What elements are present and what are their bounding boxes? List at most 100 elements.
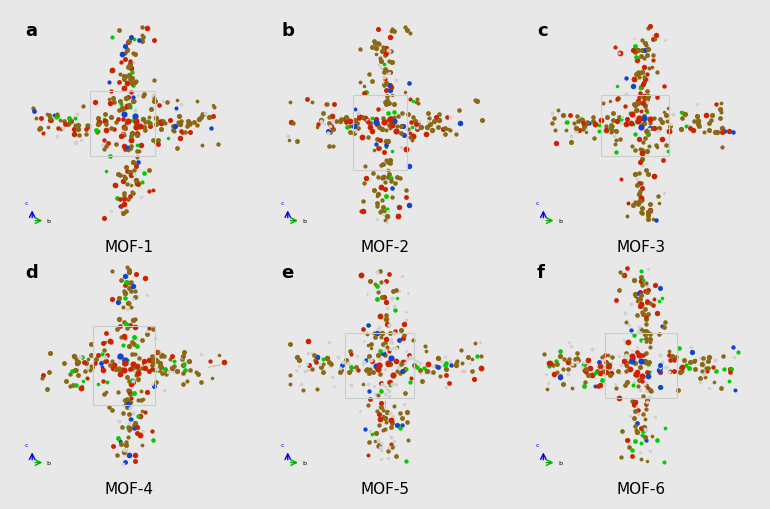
Point xyxy=(315,117,327,125)
Point xyxy=(373,415,386,423)
Point xyxy=(604,97,617,105)
Point xyxy=(377,43,389,51)
Point xyxy=(676,363,688,371)
Point xyxy=(146,105,158,113)
Point xyxy=(387,371,400,379)
Point xyxy=(126,377,139,385)
Point xyxy=(132,376,144,384)
Point xyxy=(648,114,661,122)
Point xyxy=(640,327,652,335)
Point xyxy=(397,358,409,366)
Point xyxy=(113,202,126,210)
Point xyxy=(665,367,677,376)
Point xyxy=(377,346,390,354)
Point xyxy=(368,186,380,194)
Point xyxy=(132,180,144,188)
Point xyxy=(380,360,393,368)
Point xyxy=(161,367,173,376)
Point xyxy=(120,45,132,53)
Point xyxy=(370,362,383,370)
Point xyxy=(142,166,155,175)
Point xyxy=(380,277,392,285)
Point xyxy=(377,340,389,348)
Point xyxy=(455,359,467,367)
Point xyxy=(384,81,397,89)
Point xyxy=(44,116,56,124)
Point xyxy=(377,203,389,211)
Point xyxy=(125,393,137,402)
Point xyxy=(203,112,215,121)
Point xyxy=(123,37,136,45)
Point xyxy=(117,341,129,349)
Point xyxy=(570,124,582,132)
Point xyxy=(379,98,391,106)
Point xyxy=(111,194,123,203)
Point xyxy=(373,362,385,371)
Point xyxy=(129,78,141,87)
Point xyxy=(640,166,652,175)
Point xyxy=(382,321,394,329)
Point xyxy=(359,114,371,122)
Point xyxy=(122,410,135,418)
Point xyxy=(122,278,135,287)
Point xyxy=(600,368,612,376)
Point xyxy=(379,75,391,83)
Point xyxy=(164,116,176,124)
Point xyxy=(159,119,172,127)
Text: MOF-1: MOF-1 xyxy=(105,240,154,255)
Text: b: b xyxy=(303,219,306,224)
Point xyxy=(91,128,103,136)
Point xyxy=(638,114,650,122)
Point xyxy=(641,51,653,59)
Point xyxy=(594,362,606,371)
Point xyxy=(623,443,635,451)
Point xyxy=(644,200,656,208)
Point xyxy=(173,120,186,128)
Point xyxy=(647,51,659,59)
Point xyxy=(118,110,130,118)
Point xyxy=(192,371,204,379)
Point xyxy=(64,370,76,378)
Point xyxy=(631,419,643,427)
Point xyxy=(125,132,137,140)
Point xyxy=(79,367,92,376)
Point xyxy=(377,73,390,81)
Point xyxy=(633,135,645,143)
Point xyxy=(147,325,159,333)
Point xyxy=(123,284,136,292)
Point xyxy=(119,396,131,404)
Point xyxy=(383,321,395,329)
Point xyxy=(422,109,434,118)
Point xyxy=(119,366,131,374)
Point xyxy=(621,436,633,444)
Point xyxy=(368,369,380,377)
Point xyxy=(112,116,125,124)
Point xyxy=(654,351,666,359)
Point xyxy=(628,331,640,340)
Point xyxy=(639,433,651,441)
Point xyxy=(642,143,654,151)
Point xyxy=(382,165,394,174)
Point xyxy=(601,126,613,134)
Point xyxy=(126,316,139,324)
Point xyxy=(373,403,386,411)
Point xyxy=(434,372,446,380)
Point xyxy=(659,363,671,372)
Point xyxy=(309,355,321,363)
Point xyxy=(381,212,393,220)
Point xyxy=(373,421,385,429)
Point xyxy=(604,369,617,377)
Point xyxy=(635,280,648,289)
Point xyxy=(380,342,392,350)
Point xyxy=(578,360,590,368)
Point xyxy=(148,36,160,44)
Point xyxy=(386,59,398,67)
Point xyxy=(358,89,370,97)
Point xyxy=(383,57,395,65)
Point xyxy=(390,380,402,388)
Point xyxy=(580,128,592,136)
Point xyxy=(692,116,705,124)
Point xyxy=(550,357,562,365)
Point xyxy=(364,394,377,403)
Point xyxy=(64,118,76,126)
